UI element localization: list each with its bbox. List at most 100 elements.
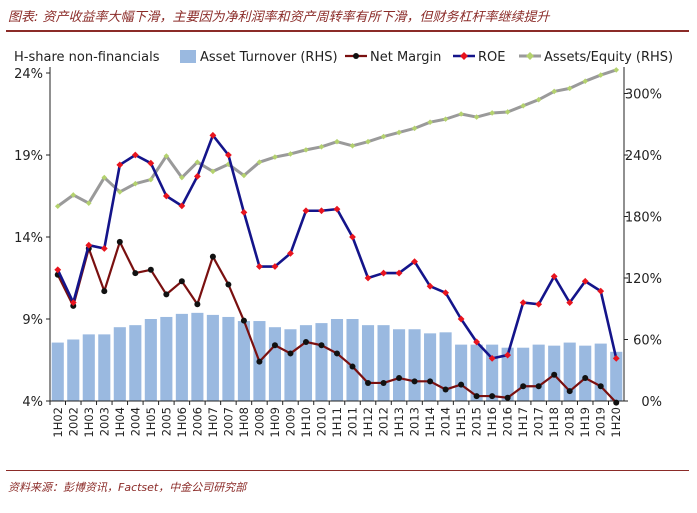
x-tick-label: 1H12 bbox=[361, 407, 375, 438]
x-tick-label: 1H15 bbox=[454, 407, 468, 438]
net-margin-point bbox=[178, 278, 185, 285]
chart: H-share non-financials Asset Turnover (RH… bbox=[14, 50, 673, 438]
legend-label: ROE bbox=[478, 50, 505, 65]
assets-equity-point bbox=[535, 96, 542, 103]
asset-turnover-bar bbox=[330, 319, 344, 401]
x-tick-label: 1H19 bbox=[578, 407, 592, 438]
net-margin-point bbox=[271, 342, 278, 349]
x-tick-label: 1H09 bbox=[268, 407, 282, 438]
net-margin-point bbox=[132, 270, 139, 277]
tick-labels: 4%9%14%19%24%0%60%120%180%240%300%1H02 20… bbox=[14, 67, 662, 438]
assets-equity-point bbox=[287, 151, 294, 157]
asset-turnover-bar bbox=[206, 314, 219, 401]
asset-turnover-bar bbox=[315, 323, 328, 401]
axes bbox=[46, 67, 628, 405]
asset-turnover-bar bbox=[144, 319, 157, 401]
assets-equity-point bbox=[272, 154, 278, 160]
roe-point bbox=[85, 241, 93, 249]
assets-equity-point bbox=[85, 200, 92, 206]
assets-equity-point bbox=[473, 114, 480, 120]
assets-equity-point bbox=[458, 111, 464, 117]
roe-point bbox=[209, 131, 217, 139]
net-margin-point bbox=[551, 371, 558, 378]
net-margin-point bbox=[380, 379, 387, 386]
roe-point bbox=[349, 233, 356, 241]
assets-equity-point bbox=[551, 88, 557, 95]
asset-turnover-bar bbox=[67, 339, 80, 401]
series-lines bbox=[54, 67, 620, 406]
net-margin-point bbox=[225, 281, 232, 288]
asset-turnover-bar bbox=[361, 325, 375, 401]
asset-turnover-bar bbox=[346, 319, 359, 401]
assets-equity-point bbox=[117, 189, 123, 195]
x-tick-label: 2008 bbox=[252, 407, 266, 436]
x-tick-label: 2018 bbox=[563, 407, 577, 436]
assets-equity-point bbox=[148, 176, 154, 183]
asset-turnover-bar bbox=[284, 329, 297, 401]
roe-point bbox=[364, 274, 372, 282]
roe-point bbox=[193, 172, 201, 180]
x-tick-label: 2002 bbox=[66, 407, 80, 436]
asset-turnover-bar bbox=[532, 344, 545, 401]
roe-point bbox=[256, 263, 263, 270]
asset-turnover-bars bbox=[51, 312, 623, 401]
assets-equity-point bbox=[582, 78, 589, 84]
net-margin-point bbox=[318, 342, 325, 349]
assets-equity-point bbox=[442, 116, 449, 122]
roe-point bbox=[473, 338, 481, 346]
assets-equity-point bbox=[194, 159, 201, 165]
x-tick-label: 1H16 bbox=[485, 407, 499, 438]
x-tick-label: 2011 bbox=[346, 407, 360, 436]
x-tick-label: 1H06 bbox=[175, 407, 189, 438]
assets-equity-point bbox=[256, 159, 263, 165]
legend-label: Assets/Equity (RHS) bbox=[544, 50, 673, 65]
asset-turnover-bar bbox=[470, 344, 483, 401]
legend-label: Net Margin bbox=[370, 50, 441, 65]
left-tick-label: 9% bbox=[22, 313, 43, 328]
net-margin-point bbox=[194, 301, 201, 308]
x-tick-label: 2010 bbox=[314, 407, 328, 436]
left-tick-label: 4% bbox=[22, 395, 43, 410]
net-margin-point bbox=[396, 375, 403, 382]
asset-turnover-bar bbox=[299, 325, 313, 401]
assets-equity-point bbox=[225, 161, 232, 168]
x-tick-label: 1H17 bbox=[516, 407, 530, 438]
net-margin-point bbox=[566, 388, 573, 395]
net-margin-point bbox=[520, 383, 527, 390]
assets-equity-point bbox=[396, 129, 402, 136]
roe-point bbox=[100, 245, 108, 252]
legend: H-share non-financials Asset Turnover (RH… bbox=[14, 50, 673, 65]
asset-turnover-bar bbox=[517, 347, 530, 401]
assets-equity-point bbox=[520, 103, 526, 109]
net-margin-point bbox=[427, 378, 434, 385]
x-tick-label: 1H04 bbox=[113, 407, 127, 438]
left-tick-label: 24% bbox=[14, 67, 43, 82]
roe-point bbox=[240, 209, 248, 216]
chart-title: 图表: 资产收益率大幅下滑，主要因为净利润率和资产周转率有所下滑，但财务杠杆率继… bbox=[8, 10, 550, 25]
roe-point bbox=[597, 287, 605, 295]
asset-turnover-bar bbox=[113, 327, 126, 401]
x-tick-label: 1H20 bbox=[609, 407, 623, 438]
assets-equity-point bbox=[303, 147, 309, 153]
legend-title: H-share non-financials bbox=[14, 50, 160, 65]
assets-equity-point bbox=[566, 85, 573, 92]
roe-point bbox=[612, 354, 620, 362]
asset-turnover-bar bbox=[129, 325, 142, 401]
assets-equity-line bbox=[56, 68, 617, 208]
roe-point bbox=[519, 299, 527, 306]
roe-point bbox=[535, 300, 543, 308]
net-margin-point bbox=[597, 383, 604, 390]
net-margin-point bbox=[256, 358, 263, 365]
assets-equity-point bbox=[54, 203, 61, 210]
legend-swatch-asset-turnover bbox=[180, 50, 196, 63]
source-rule bbox=[6, 470, 689, 471]
roe-point bbox=[581, 277, 589, 285]
roe-point bbox=[116, 161, 124, 169]
right-tick-label: 240% bbox=[625, 149, 662, 164]
roe-point bbox=[457, 315, 465, 323]
asset-turnover-bar bbox=[160, 316, 173, 401]
asset-turnover-bar bbox=[98, 334, 111, 401]
assets-equity-point bbox=[349, 142, 356, 149]
assets-equity-point bbox=[70, 192, 77, 198]
asset-turnover-bar bbox=[268, 327, 281, 401]
